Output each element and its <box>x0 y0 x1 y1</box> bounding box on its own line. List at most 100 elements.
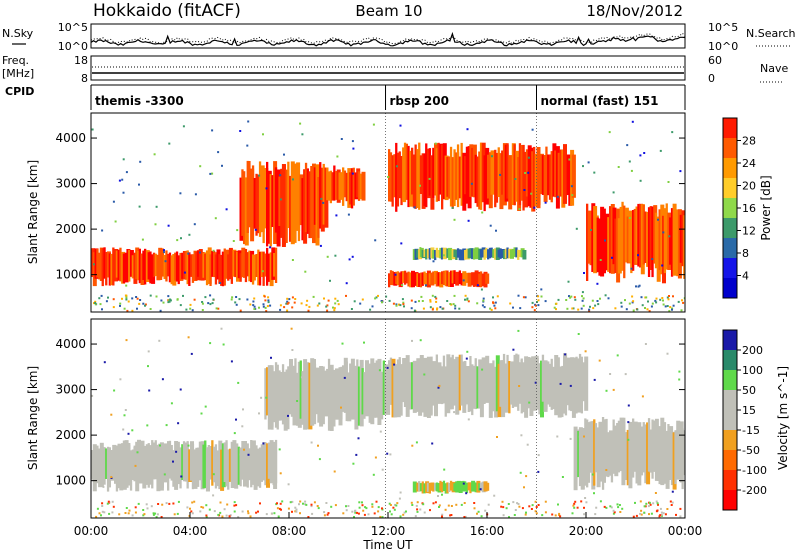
heatmap-cell <box>230 298 233 301</box>
heatmap-cell <box>152 512 155 515</box>
heatmap-cell <box>226 503 229 506</box>
heatmap-cell <box>664 305 667 308</box>
heatmap-cell <box>644 343 647 345</box>
heatmap-cell <box>264 444 267 486</box>
heatmap-cell <box>388 502 391 505</box>
heatmap-cell <box>439 306 442 309</box>
heatmap-cell <box>176 239 179 242</box>
heatmap-cell <box>175 450 178 453</box>
heatmap-cell <box>262 305 265 308</box>
heatmap-cell <box>119 304 121 307</box>
heatmap-cell <box>251 165 255 227</box>
heatmap-cell <box>100 514 102 517</box>
heatmap-cell <box>304 503 307 506</box>
heatmap-cell <box>281 364 285 425</box>
heatmap-cell <box>523 486 525 489</box>
colorbar-tick-label: 15 <box>742 404 756 417</box>
heatmap-cell <box>628 160 631 163</box>
heatmap-cell <box>257 249 260 286</box>
heatmap-cell <box>333 307 336 310</box>
heatmap-cell <box>544 511 547 514</box>
heatmap-cell <box>544 500 547 503</box>
heatmap-cell <box>671 307 674 310</box>
freq-right-tick-top: 60 <box>708 54 722 67</box>
heatmap-cell <box>419 508 422 511</box>
heatmap-cell <box>596 300 599 302</box>
heatmap-cell <box>681 299 683 302</box>
heatmap-cell <box>472 248 476 260</box>
heatmap-cell <box>652 502 655 505</box>
heatmap-cell <box>523 189 526 191</box>
heatmap-cell <box>655 301 658 304</box>
heatmap-cell <box>444 270 447 287</box>
heatmap-cell <box>464 481 467 492</box>
heatmap-cell <box>505 507 508 510</box>
heatmap-cell <box>465 357 468 360</box>
x-tick-label: 12:00 <box>371 524 406 538</box>
heatmap-cell <box>414 300 417 303</box>
heatmap-cell <box>540 295 543 298</box>
heatmap-cell <box>100 294 103 297</box>
heatmap-cell <box>572 504 575 507</box>
heatmap-cell <box>276 364 279 430</box>
heatmap-cell <box>187 444 190 447</box>
velocity-panel: 1000 2000 3000 4000 Slant Range [km] 00:00 0… <box>26 318 702 552</box>
heatmap-cell <box>322 371 325 425</box>
heatmap-cell <box>179 304 182 307</box>
heatmap-cell <box>278 176 281 226</box>
heatmap-cell <box>156 513 159 516</box>
heatmap-cell <box>574 298 577 301</box>
heatmap-cell <box>458 270 461 284</box>
heatmap-cell <box>626 144 629 147</box>
heatmap-cell <box>662 299 664 302</box>
heatmap-cell <box>160 516 163 518</box>
heatmap-cell <box>288 298 291 301</box>
velocity-colorbar: 200 100 50 15 -15 -50 -100 -200 Velocity [m s^-… <box>722 329 790 511</box>
heatmap-cell <box>316 304 319 307</box>
heatmap-cell <box>411 339 413 342</box>
heatmap-cell <box>138 183 140 186</box>
noise-right-tick-bottom: 10^0 <box>708 40 738 53</box>
heatmap-cell <box>250 440 253 488</box>
heatmap-cell <box>661 264 664 267</box>
heatmap-cell <box>441 513 444 516</box>
heatmap-cell <box>205 504 208 507</box>
heatmap-cell <box>584 356 589 411</box>
heatmap-cell <box>356 359 359 421</box>
colorbar-tick-label: 20 <box>742 180 756 193</box>
heatmap-cell <box>98 512 101 515</box>
heatmap-cell <box>127 432 130 435</box>
heatmap-cell <box>453 294 456 297</box>
heatmap-cell <box>659 514 662 517</box>
heatmap-cell <box>262 170 265 244</box>
heatmap-cell <box>556 435 559 438</box>
heatmap-cell <box>490 247 493 258</box>
colorbar-swatch <box>723 158 737 179</box>
heatmap-cell <box>481 304 484 307</box>
heatmap-cell <box>668 295 670 297</box>
heatmap-cell <box>574 500 577 503</box>
heatmap-cell <box>326 309 329 312</box>
heatmap-cell <box>112 247 115 286</box>
heatmap-cell <box>307 309 310 312</box>
heatmap-cell <box>639 154 642 157</box>
heatmap-cell <box>131 429 134 432</box>
heatmap-cell <box>464 294 467 297</box>
colorbar-tick-label: 4 <box>742 270 749 283</box>
heatmap-cell <box>518 143 522 206</box>
heatmap-cell <box>394 503 396 506</box>
heatmap-cell <box>361 298 364 301</box>
heatmap-cell <box>134 506 137 509</box>
heatmap-cell <box>403 270 407 285</box>
heatmap-cell <box>319 162 322 229</box>
heatmap-cell <box>612 419 615 474</box>
heatmap-cell <box>476 284 479 287</box>
heatmap-cell <box>159 309 162 312</box>
heatmap-cell <box>306 362 309 423</box>
heatmap-cell <box>188 252 191 286</box>
heatmap-cell <box>253 254 256 281</box>
heatmap-cell <box>208 508 211 511</box>
heatmap-cell <box>537 454 540 457</box>
noise-right-label: N.Search <box>746 27 796 40</box>
heatmap-cell <box>323 297 325 300</box>
